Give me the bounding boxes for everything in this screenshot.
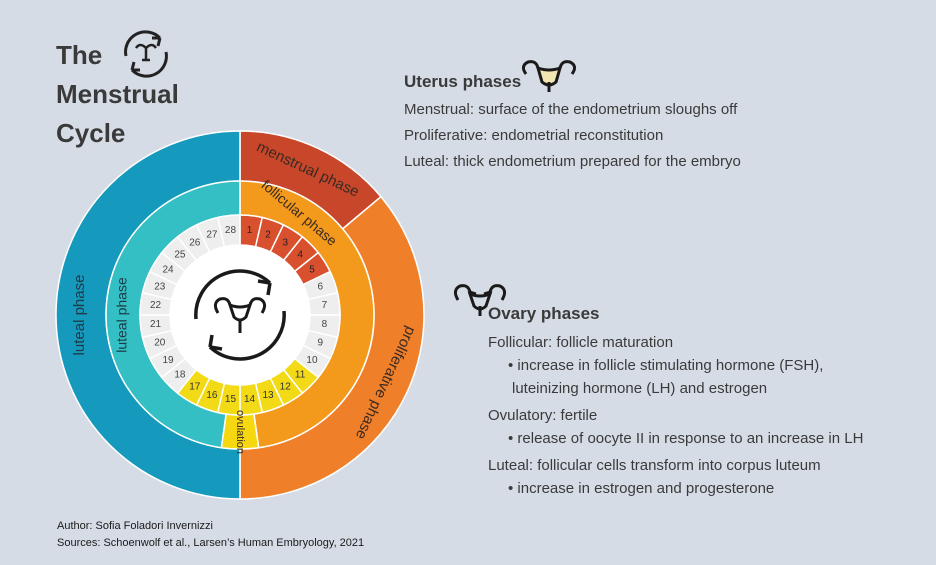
ovary-icon <box>453 284 507 316</box>
center-disc <box>170 245 310 385</box>
title-line-3: Cycle <box>56 118 126 148</box>
uterus-item-menstrual: Menstrual: surface of the endometrium sl… <box>404 101 738 118</box>
ovary-follicular-bullet-1: • increase in follicle stimulating hormo… <box>508 357 824 374</box>
day-label-20: 20 <box>154 338 166 349</box>
label-luteal-phase-middle: luteal phase <box>114 277 130 353</box>
day-label-12: 12 <box>280 382 292 393</box>
day-label-2: 2 <box>265 229 271 240</box>
day-label-15: 15 <box>225 394 237 405</box>
ovary-ovulatory-bullet-1: • release of oocyte II in response to an… <box>508 430 864 447</box>
label-luteal-phase-outer: luteal phase <box>71 275 88 356</box>
day-label-17: 17 <box>189 382 201 393</box>
ovary-luteal-bullet-1: • increase in estrogen and progesterone <box>508 480 775 497</box>
day-label-14: 14 <box>244 394 256 405</box>
ovary-follicular: Follicular: follicle maturation <box>488 334 674 351</box>
sources-text: Sources: Schoenwolf et al., Larsen’s Hum… <box>57 537 365 549</box>
day-label-27: 27 <box>206 229 218 240</box>
day-label-1: 1 <box>247 225 253 236</box>
day-label-9: 9 <box>317 338 323 349</box>
day-label-26: 26 <box>189 238 201 249</box>
day-label-24: 24 <box>162 264 174 275</box>
day-label-5: 5 <box>309 264 315 275</box>
day-label-23: 23 <box>154 282 166 293</box>
day-label-28: 28 <box>225 225 237 236</box>
uterus-item-luteal: Luteal: thick endometrium prepared for t… <box>404 153 741 170</box>
day-label-18: 18 <box>174 370 186 381</box>
day-label-3: 3 <box>282 238 288 249</box>
day-label-21: 21 <box>150 319 162 330</box>
cycle-uterus-icon <box>124 30 168 78</box>
day-label-16: 16 <box>206 390 218 401</box>
day-label-4: 4 <box>297 250 303 261</box>
day-label-19: 19 <box>162 355 174 366</box>
ovary-follicular-bullet-2: luteinizing hormone (LH) and estrogen <box>512 380 768 397</box>
credits: Author: Sofia Foladori Invernizzi Source… <box>57 518 364 552</box>
ovary-luteal: Luteal: follicular cells transform into … <box>488 457 821 474</box>
uterus-phases: Uterus phases Menstrual: surface of the … <box>404 72 741 170</box>
label-ovulation: ovulation <box>234 410 246 454</box>
day-label-13: 13 <box>263 390 275 401</box>
day-label-11: 11 <box>295 370 306 381</box>
page-title: The Menstrual Cycle <box>56 36 179 153</box>
uterus-icon <box>521 60 577 92</box>
day-label-6: 6 <box>317 282 323 293</box>
day-label-25: 25 <box>174 250 186 261</box>
day-label-22: 22 <box>150 300 162 311</box>
day-label-8: 8 <box>322 319 328 330</box>
uterus-heading: Uterus phases <box>404 72 522 91</box>
title-line-1: The <box>56 40 103 70</box>
author-text: Author: Sofia Foladori Invernizzi <box>57 520 213 532</box>
day-label-10: 10 <box>306 355 318 366</box>
ovary-phases: Ovary phases Follicular: follicle matura… <box>488 304 863 497</box>
uterus-item-proliferative: Proliferative: endometrial reconstitutio… <box>404 127 664 144</box>
ovary-ovulatory: Ovulatory: fertile <box>488 407 598 424</box>
center-cycle-icon <box>194 269 286 361</box>
day-label-7: 7 <box>322 300 328 311</box>
ovary-heading: Ovary phases <box>488 304 600 323</box>
title-line-2: Menstrual <box>56 79 179 109</box>
